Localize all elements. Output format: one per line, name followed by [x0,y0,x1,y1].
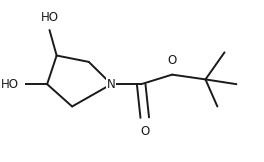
Text: O: O [140,125,149,138]
Text: HO: HO [40,11,59,24]
Text: N: N [107,78,116,91]
Text: O: O [167,54,177,67]
Text: HO: HO [1,78,18,91]
